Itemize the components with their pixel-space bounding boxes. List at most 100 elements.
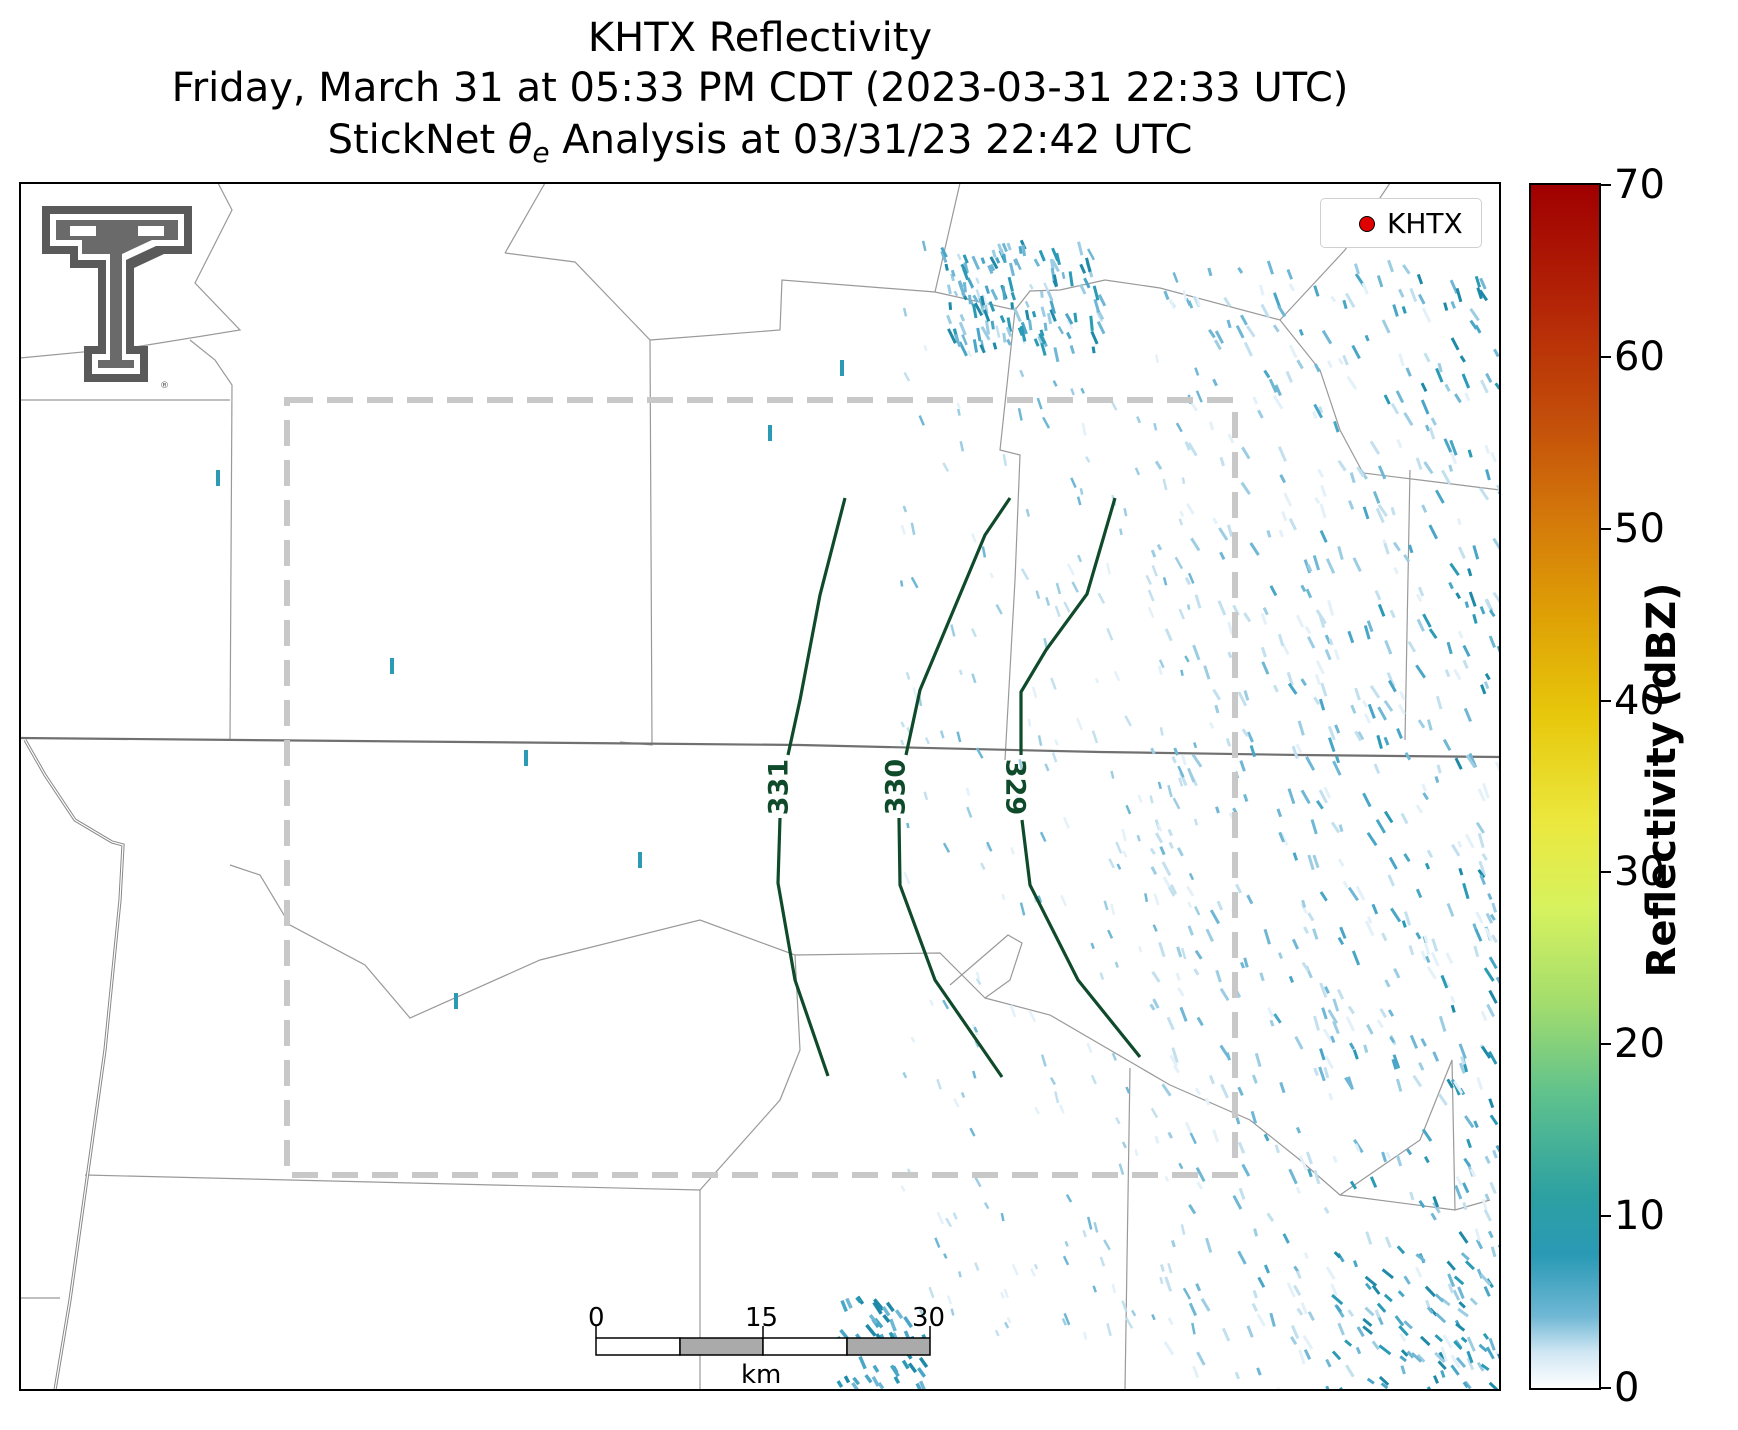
reflectivity-echo xyxy=(1243,612,1252,623)
reflectivity-echo xyxy=(1324,634,1332,645)
reflectivity-echo xyxy=(1443,302,1449,311)
reflectivity-echo xyxy=(1353,1138,1364,1154)
reflectivity-echo xyxy=(1226,524,1234,537)
reflectivity-echo xyxy=(1075,717,1084,731)
reflectivity-echo xyxy=(1300,903,1308,915)
reflectivity-echo xyxy=(1480,684,1487,695)
reflectivity-echo xyxy=(1399,1355,1407,1363)
reflectivity-echo xyxy=(1172,797,1181,810)
reflectivity-echo xyxy=(915,1382,922,1390)
reflectivity-echo xyxy=(1478,487,1490,501)
reflectivity-echo xyxy=(980,325,991,341)
reflectivity-echo xyxy=(1300,584,1307,593)
reflectivity-echo xyxy=(1312,411,1318,420)
reflectivity-echo xyxy=(903,871,911,885)
reflectivity-echo xyxy=(1008,262,1015,277)
reflectivity-echo xyxy=(1203,665,1211,680)
reflectivity-echo xyxy=(1296,359,1304,370)
svg-text:®: ® xyxy=(160,381,169,391)
reflectivity-echo xyxy=(1083,1331,1088,1340)
reflectivity-echo xyxy=(1137,794,1143,803)
reflectivity-echo xyxy=(1288,518,1297,531)
reflectivity-echo xyxy=(1387,679,1397,693)
reflectivity-echo xyxy=(1347,886,1359,902)
reflectivity-echo xyxy=(924,736,931,745)
reflectivity-echo xyxy=(1145,574,1152,586)
reflectivity-echo xyxy=(973,1026,979,1033)
reflectivity-echo xyxy=(928,1286,935,1299)
reflectivity-echo xyxy=(1324,649,1332,661)
reflectivity-echo xyxy=(900,1185,906,1192)
reflectivity-echo xyxy=(1251,1302,1259,1312)
reflectivity-echo xyxy=(940,246,948,258)
reflectivity-echo xyxy=(1364,334,1370,342)
reflectivity-echo xyxy=(988,301,996,312)
reflectivity-echo xyxy=(1076,496,1082,506)
reflectivity-echo xyxy=(1461,373,1471,389)
reflectivity-echo xyxy=(1085,456,1091,463)
reflectivity-echo xyxy=(1394,1315,1405,1327)
reflectivity-echo xyxy=(1455,1175,1463,1187)
reflectivity-echo xyxy=(1313,1015,1320,1031)
reflectivity-echo xyxy=(984,285,991,295)
reflectivity-echo xyxy=(1406,1350,1415,1359)
reflectivity-echo xyxy=(1455,1356,1467,1368)
reflectivity-echo xyxy=(945,1217,953,1228)
reflectivity-echo xyxy=(1487,893,1493,901)
reflectivity-echo xyxy=(1331,1293,1344,1306)
reflectivity-echo xyxy=(1416,618,1425,632)
reflectivity-echo xyxy=(1361,282,1369,295)
reflectivity-echo xyxy=(1154,832,1164,844)
reflectivity-echo xyxy=(1196,1181,1204,1190)
reflectivity-echo xyxy=(1208,421,1215,431)
reflectivity-echo xyxy=(1294,1035,1304,1050)
reflectivity-echo xyxy=(1024,300,1030,308)
reflectivity-echo xyxy=(1260,646,1267,658)
reflectivity-echo xyxy=(1301,899,1307,908)
reflectivity-echo xyxy=(1384,1236,1392,1249)
reflectivity-echo xyxy=(1383,699,1394,712)
reflectivity-echo xyxy=(1001,893,1006,901)
reflectivity-echo xyxy=(975,977,982,986)
reflectivity-echo xyxy=(1157,823,1163,832)
reflectivity-echo xyxy=(1457,630,1464,639)
reflectivity-echo xyxy=(1234,1371,1241,1380)
reflectivity-echo xyxy=(1351,344,1361,360)
reflectivity-echo xyxy=(1467,568,1473,577)
reflectivity-echo xyxy=(1305,756,1316,771)
reflectivity-echo xyxy=(1237,1250,1247,1265)
reflectivity-echo xyxy=(956,731,962,743)
reflectivity-echo xyxy=(865,1323,877,1337)
reflectivity-echo xyxy=(1412,1074,1423,1088)
reflectivity-echo xyxy=(953,333,962,348)
reflectivity-echo xyxy=(1406,1148,1413,1156)
reflectivity-echo xyxy=(1438,1093,1448,1106)
reflectivity-echo xyxy=(1093,1221,1099,1233)
reflectivity-echo xyxy=(1479,606,1486,615)
reflectivity-echo xyxy=(1356,466,1365,478)
reflectivity-echo xyxy=(1245,325,1256,338)
reflectivity-echo xyxy=(1024,309,1030,321)
reflectivity-echo xyxy=(990,320,995,330)
reflectivity-echo xyxy=(1417,293,1426,305)
reflectivity-echo xyxy=(1488,1098,1495,1109)
reflectivity-echo xyxy=(1307,912,1315,922)
reflectivity-echo xyxy=(1379,1008,1387,1019)
reflectivity-echo xyxy=(1158,659,1165,669)
reflectivity-echo xyxy=(1002,453,1008,467)
reflectivity-echo xyxy=(962,282,967,293)
reflectivity-echo xyxy=(1212,378,1218,387)
reflectivity-echo xyxy=(1286,671,1294,686)
reflectivity-echo xyxy=(962,254,969,264)
reflectivity-echo xyxy=(1223,296,1232,307)
colorbar-tick xyxy=(1601,1043,1611,1046)
reflectivity-echo xyxy=(1113,670,1121,682)
reflectivity-echo xyxy=(1490,1246,1497,1258)
reflectivity-echo xyxy=(1099,1256,1106,1267)
reflectivity-echo xyxy=(1400,812,1409,825)
reflectivity-echo xyxy=(1121,828,1127,842)
reflectivity-echo xyxy=(1209,909,1221,925)
reflectivity-echo xyxy=(1063,1312,1071,1326)
reflectivity-echo xyxy=(1291,938,1300,950)
reflectivity-echo xyxy=(1051,752,1058,763)
